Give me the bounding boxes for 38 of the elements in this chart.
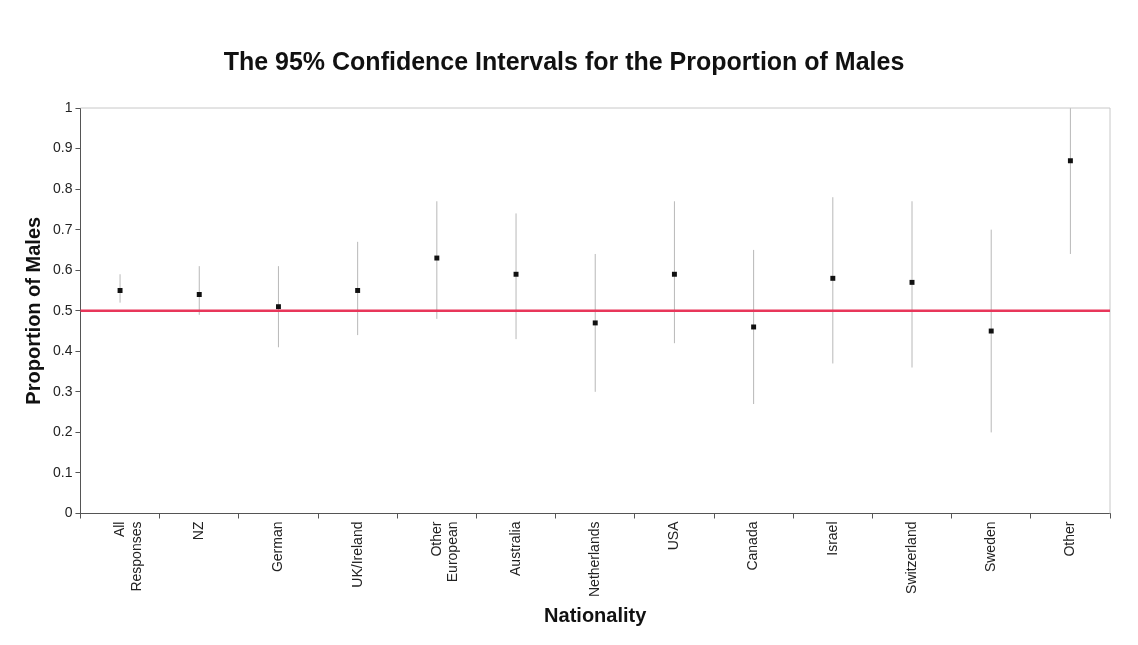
x-tick-label: USA xyxy=(665,520,682,551)
x-tick-label: Other xyxy=(1061,521,1078,557)
point xyxy=(1067,158,1073,164)
x-tick-label: German xyxy=(269,521,286,573)
x-tick-label: Netherlands xyxy=(586,521,603,598)
point xyxy=(355,288,361,293)
point xyxy=(830,275,836,281)
point xyxy=(671,271,677,277)
y-tick-label: 1 xyxy=(64,98,73,115)
point xyxy=(117,288,123,293)
x-tick-label: All Responses xyxy=(110,521,144,592)
y-tick-label: 0 xyxy=(64,504,73,521)
point xyxy=(592,320,598,326)
y-tick-label: 0.4 xyxy=(52,342,73,359)
point xyxy=(275,304,281,310)
y-tick-label: 0.7 xyxy=(52,220,73,237)
x-tick-label: UK/Ireland xyxy=(348,521,365,588)
y-tick-label: 0.2 xyxy=(52,423,73,440)
point xyxy=(434,255,440,261)
x-tick-label: Sweden xyxy=(982,521,999,573)
point xyxy=(988,328,994,334)
x-axis-title: Nationality xyxy=(544,603,648,626)
y-tick-label: 0.5 xyxy=(52,301,73,318)
y-tick-label: 0.8 xyxy=(52,179,73,196)
y-tick-label: 0.9 xyxy=(52,139,73,156)
chart-title: The 95% Confidence Intervals for the Proportion of Males xyxy=(223,46,905,75)
y-tick-label: 0.3 xyxy=(52,382,73,399)
x-tick-label: Israel xyxy=(823,521,840,556)
y-tick-label: 0.6 xyxy=(52,261,73,278)
x-tick-label: Australia xyxy=(506,521,523,576)
point xyxy=(196,292,202,298)
x-tick-label: NZ xyxy=(190,521,207,541)
y-axis-title: Proportion of Males xyxy=(21,216,44,405)
point xyxy=(513,271,519,277)
x-tick-label: Switzerland xyxy=(902,521,919,594)
x-tick-label: Other European xyxy=(427,521,461,583)
y-tick-label: 0.1 xyxy=(52,463,73,480)
x-tick-label: Canada xyxy=(744,521,761,571)
